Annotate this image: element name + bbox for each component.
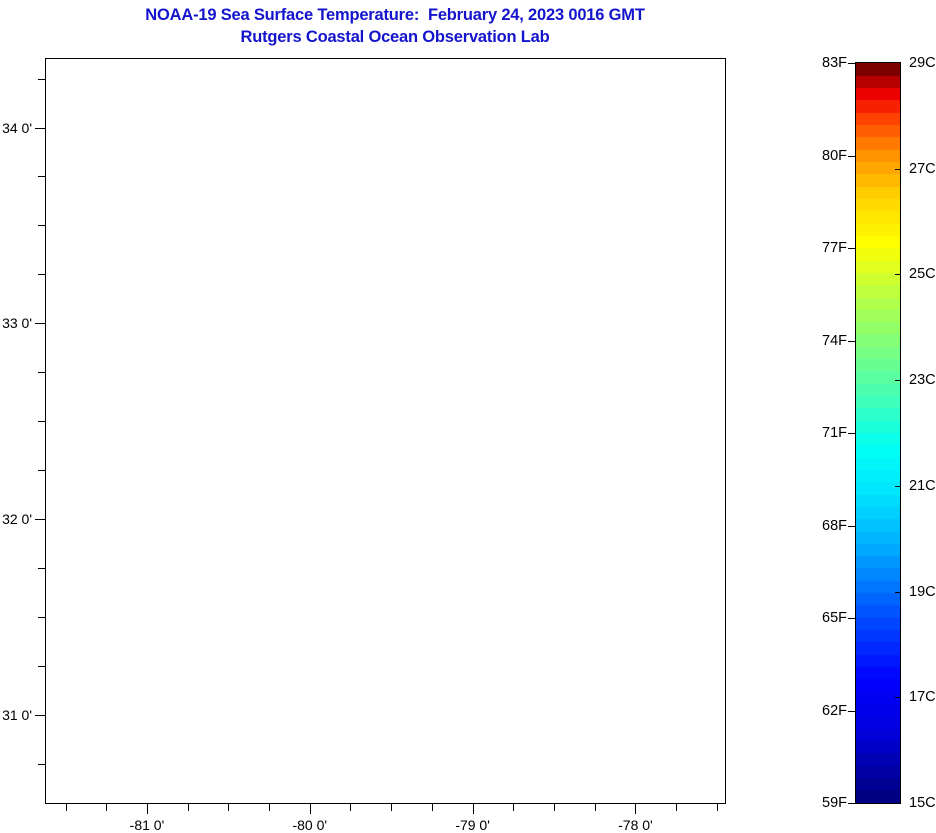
colorbar-label-celsius: 23C — [909, 372, 936, 389]
x-axis-minor-tick — [106, 804, 107, 811]
colorbar-label-fahrenheit: 65F — [822, 610, 847, 626]
x-axis-major-tick — [310, 804, 311, 814]
colorbar-label-fahrenheit: 74F — [822, 332, 847, 349]
y-axis-label: 33 0' — [2, 315, 32, 332]
colorbar-label-celsius: 25C — [909, 266, 936, 283]
colorbar-label-fahrenheit: 62F — [822, 702, 847, 719]
colorbar-label-celsius: 15C — [909, 795, 936, 811]
colorbar-tick-fahrenheit — [848, 525, 855, 527]
colorbar-label-celsius: 27C — [909, 160, 936, 177]
x-axis-minor-tick — [269, 804, 270, 811]
colorbar-tick-fahrenheit — [848, 248, 855, 249]
colorbar-label-celsius: 21C — [909, 477, 936, 494]
title-line-secondary: Rutgers Coastal Ocean Observation Lab — [240, 28, 550, 46]
y-axis-major-tick — [35, 128, 45, 129]
x-axis-minor-tick — [188, 804, 189, 811]
colorbar-label-celsius: 19C — [909, 583, 936, 600]
x-axis-minor-tick — [350, 804, 351, 811]
x-axis-minor-tick — [513, 804, 514, 811]
y-axis-label: 31 0' — [2, 706, 32, 723]
y-axis-minor-tick — [38, 764, 45, 765]
colorbar-tick-celsius — [895, 485, 901, 487]
y-axis-major-tick — [35, 715, 45, 716]
colorbar-label-celsius: 17C — [909, 689, 936, 706]
y-axis-minor-tick — [38, 176, 45, 177]
y-axis-minor-tick — [38, 225, 45, 226]
page-title: NOAA-19 Sea Surface Temperature: Februar… — [0, 4, 790, 48]
y-axis-major-tick — [35, 323, 45, 324]
colorbar-tick-celsius — [895, 168, 901, 170]
colorbar-tick-fahrenheit — [848, 63, 855, 64]
x-axis-minor-tick — [432, 804, 433, 811]
temperature-colorbar: 83F 80F 77F 74F 71F 68F 65F 62F 59F 29C 27C 25C 23C 2… — [822, 55, 936, 811]
colorbar-label-fahrenheit: 59F — [822, 795, 847, 811]
colorbar-tick-fahrenheit — [848, 340, 855, 342]
y-axis-minor-tick — [38, 568, 45, 569]
colorbar-label-fahrenheit: 71F — [822, 425, 847, 441]
x-axis-minor-tick — [228, 804, 229, 811]
colorbar-tick-fahrenheit — [848, 710, 855, 712]
colorbar-tick-celsius — [895, 591, 901, 593]
colorbar-tick-celsius — [895, 274, 901, 276]
x-axis-minor-tick — [595, 804, 596, 811]
colorbar-label-fahrenheit: 80F — [822, 147, 847, 164]
x-axis-label: -79 0' — [455, 817, 490, 833]
colorbar-tick-fahrenheit — [848, 155, 855, 157]
x-axis-minor-tick — [717, 804, 718, 811]
x-axis-major-tick — [473, 804, 474, 814]
y-axis-minor-tick — [38, 372, 45, 373]
sst-raster-image — [46, 59, 725, 803]
y-axis-minor-tick — [38, 470, 45, 471]
x-axis-label: -80 0' — [292, 817, 328, 833]
x-axis-minor-tick — [676, 804, 677, 811]
x-axis-label: -81 0' — [129, 817, 165, 833]
y-axis-minor-tick — [38, 617, 45, 618]
title-line-primary: NOAA-19 Sea Surface Temperature: Februar… — [145, 6, 645, 24]
y-axis-label: 34 0' — [2, 119, 32, 136]
y-axis-minor-tick — [38, 421, 45, 422]
colorbar-tick-fahrenheit — [848, 433, 855, 434]
x-axis-minor-tick — [391, 804, 392, 811]
colorbar-tick-fahrenheit — [848, 618, 855, 619]
x-axis-major-tick — [635, 804, 636, 814]
x-axis-minor-tick — [554, 804, 555, 811]
x-axis-major-tick — [147, 804, 148, 814]
sst-map-panel[interactable] — [45, 58, 726, 804]
colorbar-label-fahrenheit: 77F — [822, 240, 847, 256]
colorbar-gradient — [855, 62, 901, 804]
y-axis-minor-tick — [38, 274, 45, 275]
y-axis-major-tick — [35, 519, 45, 520]
y-axis-minor-tick — [38, 666, 45, 667]
colorbar-label-fahrenheit: 68F — [822, 517, 847, 534]
colorbar-label-celsius: 29C — [909, 55, 936, 71]
x-axis-label: -78 0' — [618, 817, 653, 833]
x-axis-minor-tick — [66, 804, 67, 811]
y-axis-minor-tick — [38, 79, 45, 80]
colorbar-tick-fahrenheit — [848, 803, 855, 804]
colorbar-tick-celsius — [895, 380, 901, 382]
y-axis-label: 32 0' — [2, 511, 32, 528]
colorbar-tick-celsius — [895, 697, 901, 699]
colorbar-label-fahrenheit: 83F — [822, 55, 847, 71]
colorbar-canvas — [856, 63, 900, 803]
